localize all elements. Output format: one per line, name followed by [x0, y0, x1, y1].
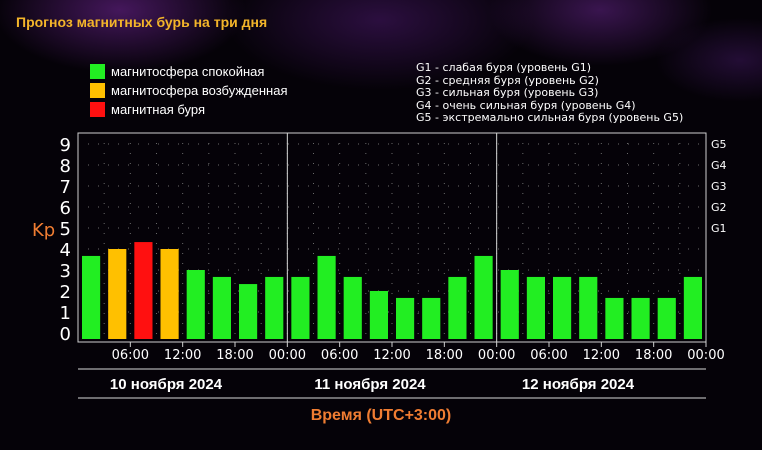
x-tick-label: 12:00 [373, 348, 410, 363]
legend-swatch-quiet [90, 63, 105, 79]
kp-bar [526, 276, 545, 339]
x-tick-label: 00:00 [478, 348, 515, 363]
day-label: 11 ноября 2024 [314, 376, 426, 393]
kp-bar [265, 276, 284, 339]
kp-bar [369, 291, 388, 339]
kp-bar [422, 297, 441, 339]
y-tick-label: 7 [60, 177, 71, 198]
kp-bar [657, 297, 676, 339]
legend-swatch-storm [90, 101, 105, 117]
x-tick-label: 06:00 [112, 348, 149, 363]
kp-bar [553, 276, 572, 339]
kp-bar [160, 249, 179, 339]
legend-label-active: магнитосфера возбужденная [111, 82, 288, 98]
legend-swatch-active [90, 82, 105, 98]
day-label: 10 ноября 2024 [110, 376, 223, 393]
kp-bar [683, 276, 702, 339]
kp-bar [291, 276, 310, 339]
x-tick-label: 12:00 [164, 348, 201, 363]
x-tick-label: 18:00 [216, 348, 253, 363]
page-title: Прогноз магнитных бурь на три дня [16, 14, 268, 30]
kp-bar [500, 270, 519, 339]
x-tick-label: 12:00 [583, 348, 620, 363]
y-tick-label: 2 [60, 282, 71, 303]
g-level-g5: G5 - экстремально сильная буря (уровень … [416, 111, 684, 124]
x-tick-label: 18:00 [426, 348, 463, 363]
y-tick-label: 4 [60, 240, 71, 261]
kp-bar [448, 276, 467, 339]
x-tick-label: 06:00 [530, 348, 567, 363]
kp-bar [212, 276, 231, 339]
kp-bar [343, 276, 362, 339]
g-level-g3: G3 - сильная буря (уровень G3) [416, 86, 599, 99]
kp-bar [605, 297, 624, 339]
x-axis-title: Время (UTC+3:00) [310, 407, 452, 424]
kp-bar [396, 297, 415, 339]
y-axis-title: Kp [32, 220, 55, 241]
kp-bar [631, 297, 650, 339]
kp-bar [579, 276, 598, 339]
x-tick-label: 18:00 [635, 348, 672, 363]
x-tick-label: 00:00 [269, 348, 306, 363]
g-level-g4: G4 - очень сильная буря (уровень G4) [416, 98, 636, 112]
kp-bar [317, 255, 336, 339]
x-tick-label: 06:00 [321, 348, 358, 363]
y-tick-label: 8 [60, 156, 71, 177]
g-tick-label: G3 [711, 180, 727, 193]
kp-bar [82, 255, 101, 339]
legend-item-storm: магнитная буря [90, 100, 205, 118]
g-level-g1: G1 - слабая буря (уровень G1) [416, 61, 592, 74]
legend-label-quiet: магнитосфера спокойная [111, 63, 265, 79]
g-tick-label: G1 [711, 222, 727, 235]
day-label: 12 ноября 2024 [522, 376, 635, 393]
kp-bar [186, 270, 205, 339]
g-tick-label: G4 [711, 159, 727, 172]
y-tick-label: 6 [60, 198, 71, 219]
y-tick-label: 1 [60, 303, 71, 324]
kp-bar [108, 249, 127, 339]
legend-label-storm: магнитная буря [111, 101, 206, 117]
kp-bar [239, 284, 258, 339]
g-tick-label: G2 [711, 201, 727, 214]
g-level-g2: G2 - средняя буря (уровень G2) [416, 73, 599, 87]
g-tick-label: G5 [711, 138, 727, 151]
g-level-legend: G1 - слабая буря (уровень G1) G2 - средн… [416, 61, 684, 125]
kp-bar [474, 255, 493, 339]
y-tick-label: 5 [60, 219, 71, 240]
y-tick-label: 3 [60, 261, 71, 282]
y-tick-label: 9 [60, 135, 71, 156]
kp-bar [134, 242, 153, 339]
legend-item-quiet: магнитосфера спокойная [90, 62, 264, 80]
legend-item-active: магнитосфера возбужденная [90, 81, 288, 99]
x-tick-label: 00:00 [687, 348, 724, 363]
y-tick-label: 0 [60, 324, 71, 345]
